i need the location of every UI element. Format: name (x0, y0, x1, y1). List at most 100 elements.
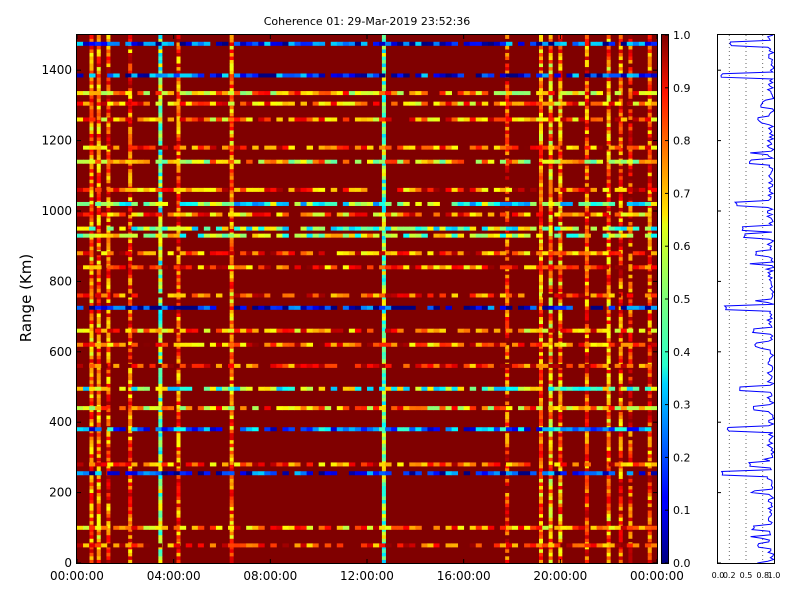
heat-cell (373, 462, 380, 467)
heat-cell (373, 212, 380, 217)
heat-cell (294, 363, 301, 368)
colorbar-tick-label: 0.0 (673, 557, 691, 570)
heat-cell (566, 101, 573, 106)
heat-cell (381, 70, 386, 75)
heat-cell (342, 427, 350, 432)
heat-cell (113, 233, 120, 238)
heat-cell (539, 126, 543, 131)
heat-cell (106, 418, 111, 423)
heat-cell (558, 98, 563, 103)
heat-cell (539, 151, 543, 156)
heat-cell (632, 226, 640, 231)
heat-cell (647, 489, 652, 493)
heat-cell (106, 503, 111, 508)
heat-cell (312, 233, 320, 238)
heat-cell (626, 471, 634, 476)
heat-cell (608, 305, 616, 310)
heat-cell (276, 233, 283, 238)
heat-cell (354, 101, 362, 106)
heat-cell (191, 525, 199, 530)
heat-cell (427, 251, 434, 256)
heat-cell (606, 196, 611, 201)
heat-cell (618, 242, 623, 247)
heat-cell (381, 327, 386, 332)
heat-cell (246, 386, 253, 391)
heat-cell (572, 251, 579, 256)
heat-cell (558, 422, 563, 427)
heat-cell (77, 233, 84, 238)
heat-cell (185, 251, 193, 256)
heat-cell (318, 117, 326, 122)
heat-cell (89, 386, 96, 391)
heat-cell (584, 187, 591, 192)
heat-cell (539, 334, 543, 339)
heat-cell (318, 427, 326, 432)
heat-cell (191, 201, 199, 206)
heat-cell (542, 226, 549, 231)
heat-cell (505, 293, 513, 298)
heat-cell (584, 165, 589, 170)
heat-cell (524, 159, 531, 164)
heat-cell (644, 233, 652, 238)
heat-cell (397, 226, 404, 231)
heat-cell (628, 510, 633, 515)
heat-cell (128, 246, 133, 251)
heat-cell (512, 145, 519, 150)
heat-cell (518, 265, 525, 270)
heat-cell (128, 256, 133, 261)
heat-cell (113, 101, 120, 106)
heat-cell (584, 478, 589, 483)
heat-cell (89, 503, 94, 508)
heat-cell (89, 182, 94, 187)
heat-cell (113, 305, 120, 310)
heat-cell (518, 212, 525, 217)
heat-cell (505, 485, 510, 490)
heat-cell (106, 218, 111, 222)
heat-cell (542, 328, 549, 333)
heat-cell (602, 145, 610, 150)
heat-cell (176, 277, 181, 282)
heat-cell (415, 342, 422, 347)
heat-cell (381, 52, 386, 57)
heat-cell (505, 175, 510, 180)
heat-cell (318, 251, 326, 256)
heat-cell (128, 84, 133, 89)
heat-cell (89, 117, 96, 122)
heat-cell (558, 453, 563, 458)
heat-cell (596, 406, 604, 411)
heat-cell (548, 256, 553, 261)
heat-cell (572, 73, 579, 78)
heat-cell (427, 159, 434, 164)
heat-cell (606, 49, 611, 53)
heat-cell (606, 154, 611, 159)
heat-cell (536, 233, 543, 238)
heat-cell (505, 503, 510, 508)
heat-cell (89, 548, 94, 553)
heat-cell (128, 552, 133, 557)
heat-cell (618, 126, 623, 131)
heat-cell (128, 94, 133, 99)
heat-cell (463, 328, 471, 333)
heat-cell (518, 427, 525, 432)
heat-cell (558, 130, 563, 134)
heat-cell (155, 226, 162, 231)
heat-cell (548, 270, 553, 275)
heat-cell (542, 543, 549, 548)
heat-cell (618, 203, 623, 208)
heat-cell (96, 351, 101, 356)
heat-cell (176, 87, 181, 92)
heat-cell (505, 457, 510, 462)
heat-cell (606, 299, 611, 303)
heat-cell (306, 363, 314, 368)
heat-cell (89, 406, 96, 411)
heat-cell (584, 552, 589, 557)
heat-cell (481, 471, 489, 476)
heat-cell (618, 397, 623, 402)
heat-cell (439, 233, 446, 238)
heat-cell (83, 427, 90, 432)
heat-cell (548, 559, 553, 563)
heat-cell (252, 363, 259, 368)
heat-cell (451, 145, 459, 150)
heat-cell (176, 351, 181, 356)
heat-cell (584, 348, 589, 353)
